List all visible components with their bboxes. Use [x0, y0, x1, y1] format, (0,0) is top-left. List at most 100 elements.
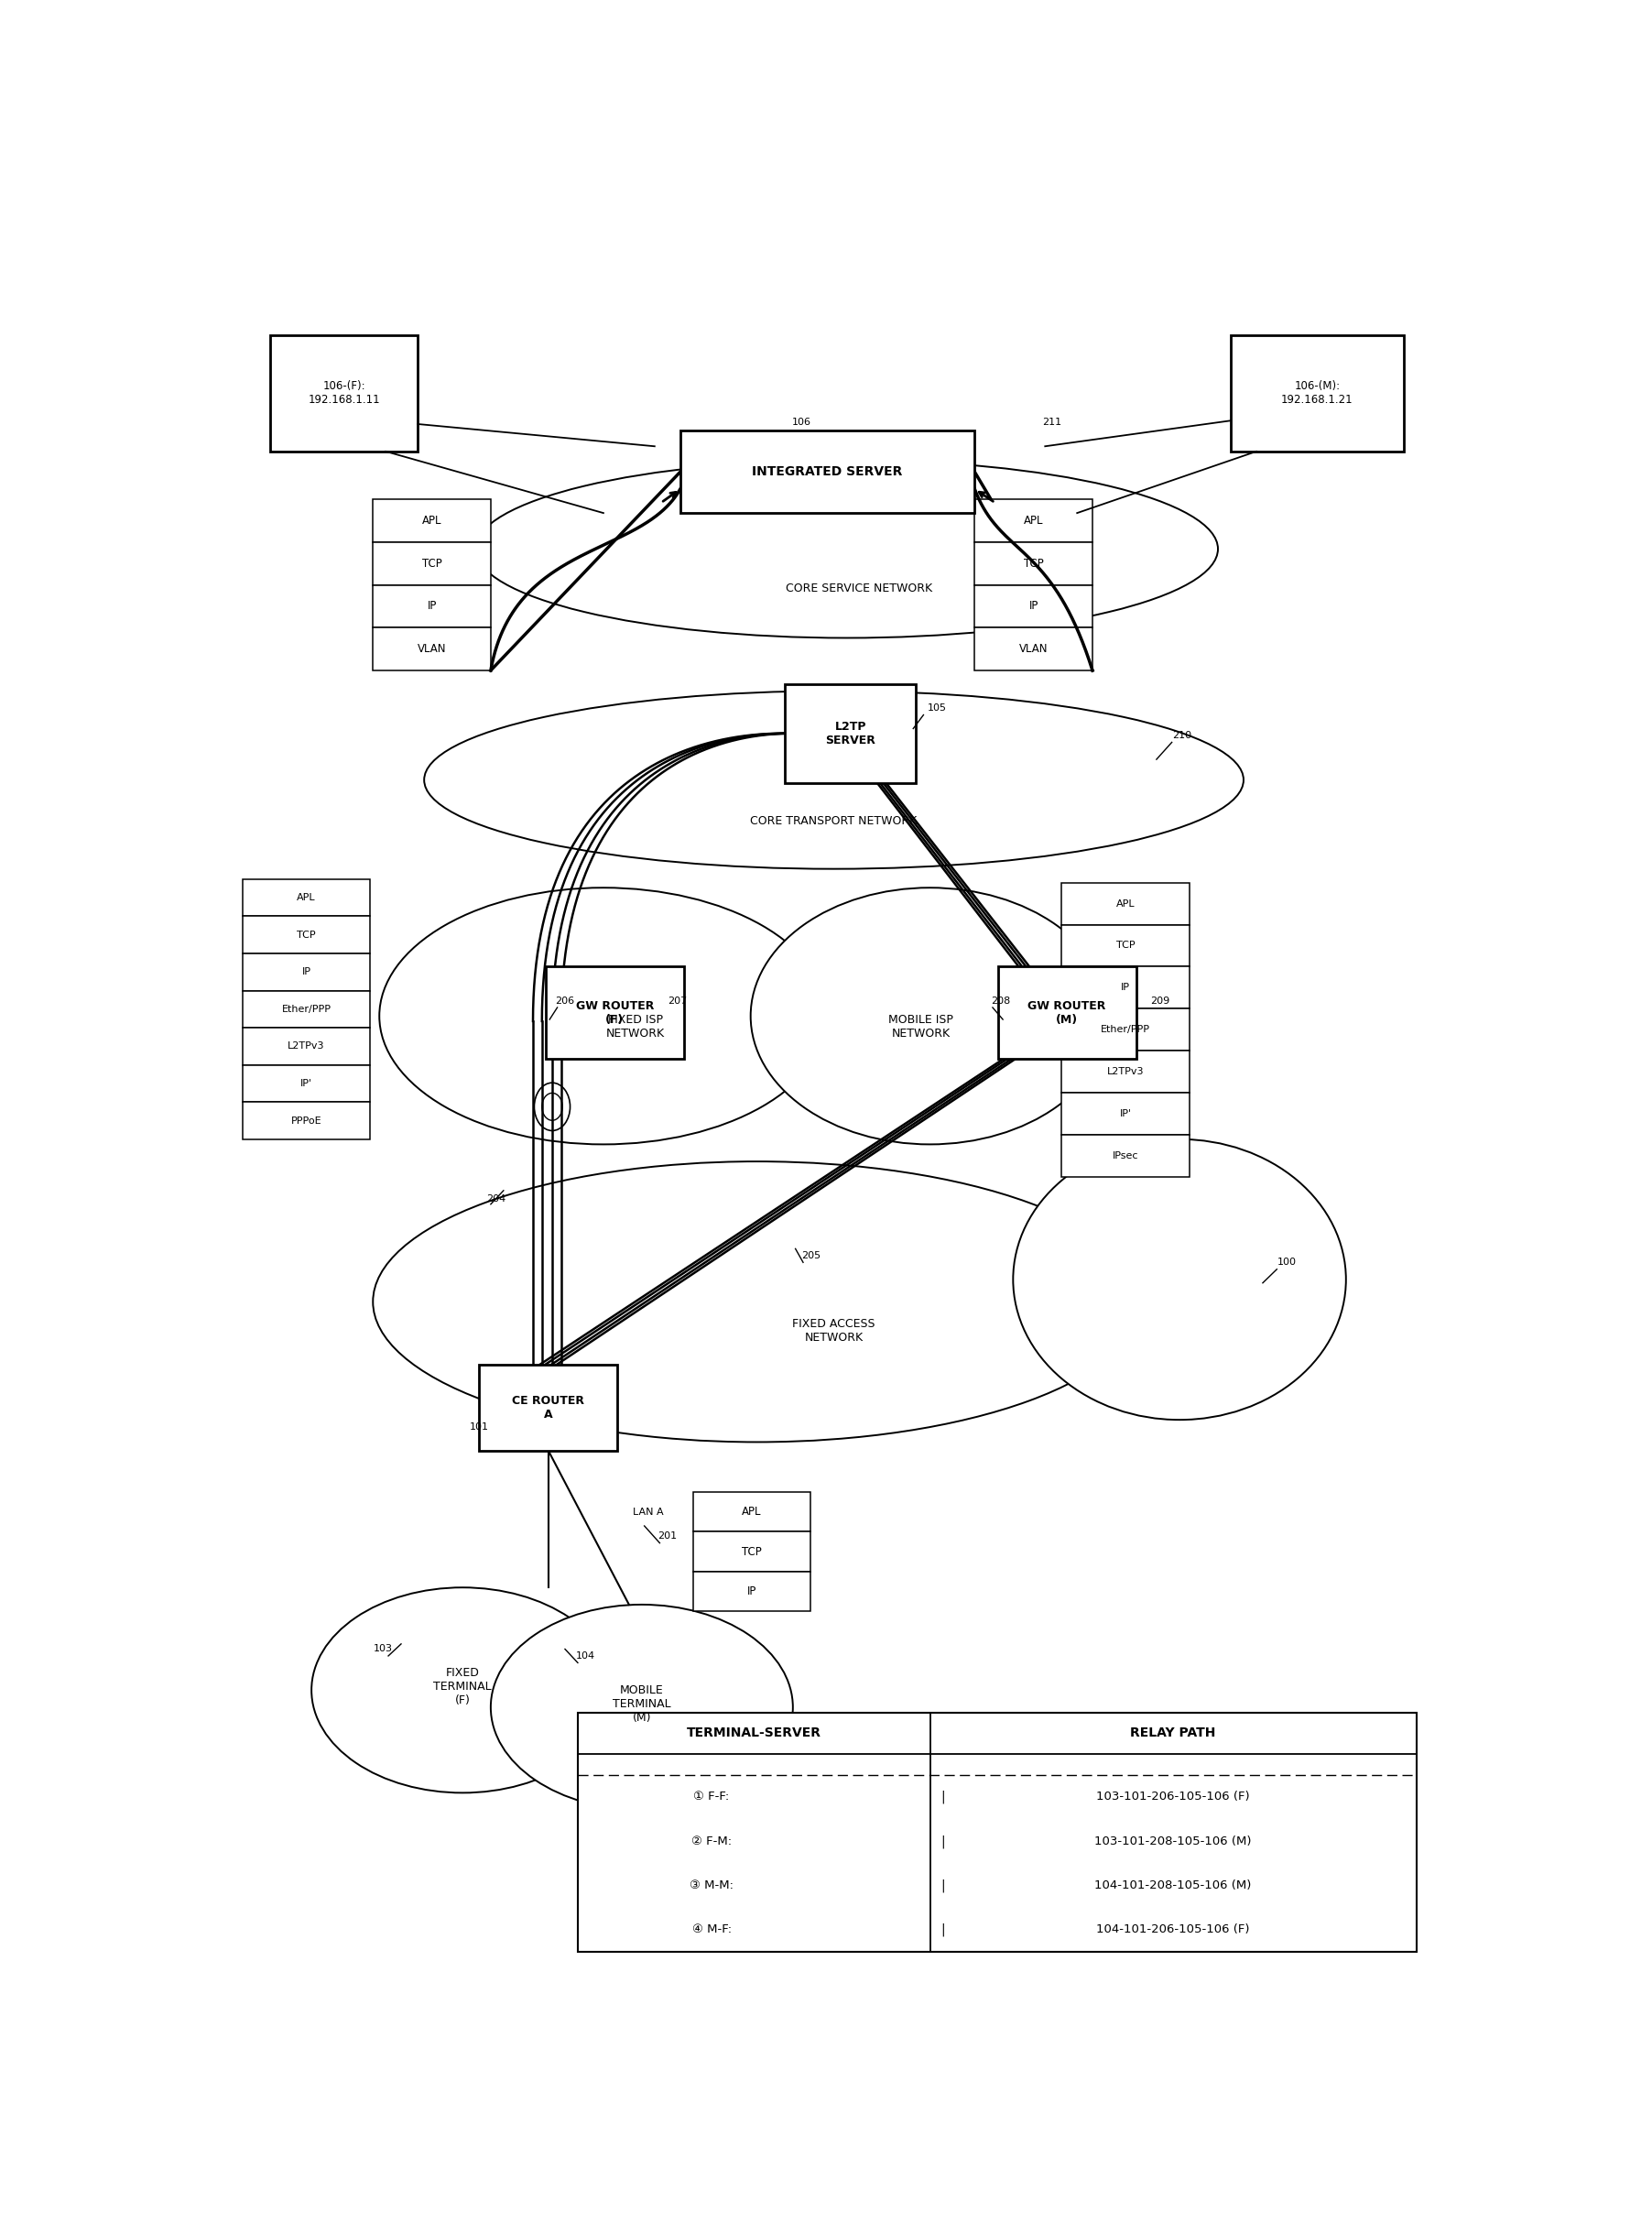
- FancyBboxPatch shape: [373, 627, 491, 671]
- Text: VLAN: VLAN: [1019, 642, 1047, 655]
- Text: 103-101-208-105-106 (M): 103-101-208-105-106 (M): [1095, 1835, 1252, 1846]
- FancyBboxPatch shape: [1062, 1009, 1189, 1051]
- Text: VLAN: VLAN: [418, 642, 446, 655]
- Text: APL: APL: [1117, 900, 1135, 909]
- FancyBboxPatch shape: [479, 1364, 618, 1451]
- Text: IP: IP: [1122, 982, 1130, 993]
- FancyBboxPatch shape: [1062, 967, 1189, 1009]
- Text: APL: APL: [421, 516, 441, 527]
- Text: 105: 105: [928, 704, 947, 713]
- FancyBboxPatch shape: [373, 542, 491, 584]
- FancyBboxPatch shape: [975, 627, 1092, 671]
- Text: TCP: TCP: [297, 931, 316, 940]
- FancyBboxPatch shape: [975, 542, 1092, 584]
- Text: 201: 201: [657, 1531, 677, 1540]
- FancyBboxPatch shape: [694, 1571, 811, 1611]
- Text: 100: 100: [1277, 1258, 1297, 1267]
- Ellipse shape: [491, 1604, 793, 1811]
- Text: 210: 210: [1173, 731, 1191, 740]
- Text: 104: 104: [577, 1651, 595, 1660]
- FancyBboxPatch shape: [785, 684, 915, 784]
- Text: APL: APL: [742, 1507, 762, 1518]
- FancyBboxPatch shape: [681, 431, 975, 513]
- FancyBboxPatch shape: [243, 1029, 370, 1064]
- Ellipse shape: [476, 460, 1218, 638]
- FancyBboxPatch shape: [1062, 1093, 1189, 1135]
- Text: 211: 211: [1042, 418, 1061, 427]
- Text: IP: IP: [747, 1587, 757, 1598]
- Text: Ether/PPP: Ether/PPP: [281, 1004, 330, 1013]
- Text: IP: IP: [428, 600, 436, 613]
- Text: IP': IP': [1120, 1109, 1132, 1118]
- FancyBboxPatch shape: [694, 1491, 811, 1531]
- FancyBboxPatch shape: [243, 915, 370, 953]
- Text: 207: 207: [667, 995, 687, 1004]
- Text: ④ M-F:: ④ M-F:: [692, 1924, 732, 1935]
- FancyBboxPatch shape: [243, 880, 370, 915]
- Text: 104-101-208-105-106 (M): 104-101-208-105-106 (M): [1095, 1880, 1252, 1891]
- Text: 104-101-206-105-106 (F): 104-101-206-105-106 (F): [1097, 1924, 1251, 1935]
- Text: IP: IP: [1029, 600, 1039, 613]
- FancyBboxPatch shape: [545, 967, 684, 1060]
- Text: |: |: [940, 1835, 945, 1849]
- Text: Ether/PPP: Ether/PPP: [1100, 1024, 1150, 1033]
- Text: TCP: TCP: [1024, 558, 1044, 569]
- Text: FIXED ISP
NETWORK: FIXED ISP NETWORK: [606, 1013, 664, 1040]
- FancyBboxPatch shape: [975, 584, 1092, 627]
- Text: INTEGRATED SERVER: INTEGRATED SERVER: [752, 467, 902, 478]
- FancyBboxPatch shape: [1062, 1051, 1189, 1093]
- Text: 106-(M):
192.168.1.21: 106-(M): 192.168.1.21: [1282, 380, 1353, 407]
- FancyBboxPatch shape: [998, 967, 1137, 1060]
- FancyBboxPatch shape: [975, 500, 1092, 542]
- Text: IPsec: IPsec: [1113, 1151, 1138, 1160]
- Text: 106-(F):
192.168.1.11: 106-(F): 192.168.1.11: [309, 380, 380, 407]
- FancyBboxPatch shape: [243, 953, 370, 991]
- Text: ① F-F:: ① F-F:: [694, 1791, 730, 1802]
- Text: L2TPv3: L2TPv3: [287, 1042, 325, 1051]
- Text: MOBILE ISP
NETWORK: MOBILE ISP NETWORK: [889, 1013, 953, 1040]
- Text: PPPoE: PPPoE: [291, 1115, 322, 1124]
- Text: |: |: [940, 1880, 945, 1893]
- Ellipse shape: [312, 1587, 613, 1793]
- Text: MOBILE
TERMINAL
(M): MOBILE TERMINAL (M): [613, 1684, 671, 1724]
- Text: FIXED ACCESS
NETWORK: FIXED ACCESS NETWORK: [793, 1318, 876, 1344]
- FancyBboxPatch shape: [694, 1531, 811, 1571]
- Text: CE ROUTER
A: CE ROUTER A: [512, 1395, 585, 1420]
- Text: TERMINAL-SERVER: TERMINAL-SERVER: [687, 1726, 821, 1740]
- FancyBboxPatch shape: [243, 1102, 370, 1140]
- FancyBboxPatch shape: [1062, 1135, 1189, 1178]
- Text: APL: APL: [297, 893, 316, 902]
- Text: TCP: TCP: [742, 1547, 762, 1558]
- Text: |: |: [940, 1922, 945, 1935]
- FancyBboxPatch shape: [1062, 924, 1189, 967]
- Text: IP: IP: [302, 967, 311, 978]
- Ellipse shape: [1013, 1140, 1346, 1420]
- Ellipse shape: [425, 691, 1244, 869]
- Text: L2TPv3: L2TPv3: [1107, 1067, 1145, 1075]
- FancyBboxPatch shape: [373, 500, 491, 542]
- FancyBboxPatch shape: [1062, 882, 1189, 924]
- Text: ③ M-M:: ③ M-M:: [689, 1880, 733, 1891]
- Text: 205: 205: [801, 1251, 821, 1260]
- FancyBboxPatch shape: [1231, 336, 1404, 451]
- Ellipse shape: [373, 1162, 1142, 1442]
- Text: FIXED
TERMINAL
(F): FIXED TERMINAL (F): [433, 1666, 492, 1706]
- Text: GW ROUTER
(F): GW ROUTER (F): [577, 1000, 654, 1024]
- Text: 208: 208: [991, 995, 1009, 1004]
- Text: APL: APL: [1024, 516, 1044, 527]
- FancyBboxPatch shape: [578, 1713, 1416, 1951]
- FancyBboxPatch shape: [243, 1064, 370, 1102]
- Text: 103-101-206-105-106 (F): 103-101-206-105-106 (F): [1097, 1791, 1251, 1802]
- Text: IP': IP': [301, 1080, 312, 1089]
- Ellipse shape: [750, 889, 1108, 1144]
- Text: LAN A: LAN A: [633, 1507, 664, 1518]
- Text: |: |: [940, 1791, 945, 1804]
- Text: RELAY PATH: RELAY PATH: [1130, 1726, 1216, 1740]
- Text: ② F-M:: ② F-M:: [692, 1835, 732, 1846]
- Text: TCP: TCP: [421, 558, 441, 569]
- Text: 106: 106: [793, 418, 811, 427]
- Text: 209: 209: [1150, 995, 1170, 1004]
- FancyBboxPatch shape: [243, 991, 370, 1029]
- Text: TCP: TCP: [1117, 942, 1135, 951]
- Text: 101: 101: [469, 1422, 489, 1431]
